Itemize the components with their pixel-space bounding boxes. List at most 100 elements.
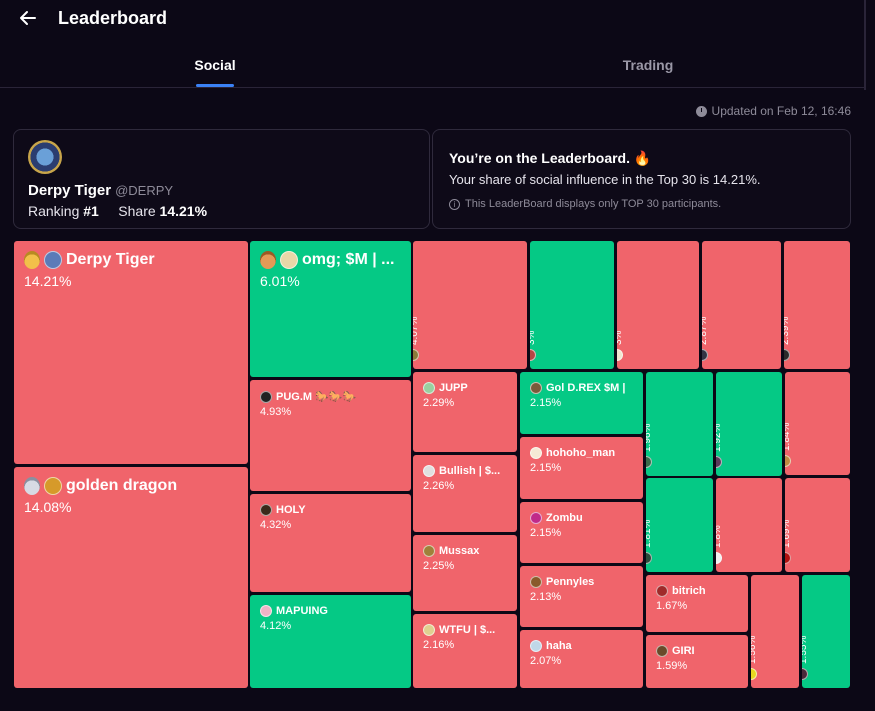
info-icon: i: [449, 198, 460, 210]
treemap-tile-haha[interactable]: haha 2.07%: [520, 630, 643, 688]
tile-share: 2.15%: [530, 462, 562, 474]
ranking-value: #1: [83, 203, 99, 219]
treemap-tile-linus[interactable]: linus1.8%: [716, 478, 782, 572]
tile-name-row: HOLY: [260, 504, 405, 516]
tab-trading[interactable]: Trading: [622, 57, 674, 73]
treemap-tile-timi[interactable]: Timi4.07%: [413, 241, 527, 369]
avatar: [44, 477, 62, 495]
tab-social[interactable]: Social: [194, 57, 236, 73]
tile-share: 2.87%: [702, 316, 709, 345]
treemap-tile-cobubu[interactable]: COBUBU3%: [617, 241, 699, 369]
tile-text: linus1.8%: [716, 525, 724, 548]
tile-label: 2rosa1.96%: [646, 378, 654, 468]
avatar: [716, 552, 722, 564]
avatar: [785, 552, 791, 564]
tile-label: JUPP 2.29%: [423, 382, 511, 409]
share-value: 14.21%: [159, 203, 208, 219]
tab-bar: Social Trading: [0, 40, 865, 88]
silver-medal-icon: [24, 477, 40, 495]
treemap-tile-proof-of-sleep[interactable]: Proof of Sleep1.56%: [751, 575, 799, 688]
treemap-tile-memecore[interactable]: MemeCore1.69%: [785, 478, 850, 572]
tile-label: PUG.M 🐎🐎🐎 4.93%: [260, 390, 405, 418]
treemap-tile-2rosa[interactable]: 2rosa1.96%: [646, 372, 713, 476]
treemap-tile-ilavioo[interactable]: Ilavioo2.39%: [784, 241, 850, 369]
avatar: [716, 456, 722, 468]
treemap-tile-zombu[interactable]: Zombu 2.15%: [520, 502, 643, 563]
tile-label: haha 2.07%: [530, 640, 637, 667]
treemap-tile-golden-dragon[interactable]: golden dragon 14.08%: [14, 467, 248, 688]
tile-share: 1.8%: [716, 525, 723, 548]
tile-text: kaiye2.87%: [702, 317, 710, 345]
tile-text: Proof of Sleep1.56%: [751, 596, 759, 664]
treemap-tile-holy[interactable]: HOLY 4.32%: [250, 494, 411, 592]
tile-text: POPI3%: [530, 321, 538, 345]
tile-name: Gol D.REX $M |: [546, 382, 626, 394]
scrollbar[interactable]: [864, 0, 866, 90]
avatar: [530, 349, 536, 361]
bronze-medal-icon: [260, 251, 276, 269]
avatar: [530, 512, 542, 524]
tile-name-row: haha: [530, 640, 637, 652]
tile-label: hohoho_man 2.15%: [530, 447, 637, 474]
tile-name-row: Pennyles: [530, 576, 637, 588]
tile-label: AthMelan1.55%: [802, 581, 810, 680]
treemap-tile-hohoho-man[interactable]: hohoho_man 2.15%: [520, 437, 643, 499]
tile-label: kaiye2.87%: [702, 247, 710, 361]
treemap-tile-derpy-tiger[interactable]: Derpy Tiger 14.21%: [14, 241, 248, 464]
tile-label: IDOL1.92%: [716, 378, 724, 468]
tile-name-row: Zombu: [530, 512, 637, 524]
tile-share: 1.84%: [785, 422, 792, 451]
gold-medal-icon: [24, 251, 40, 269]
treemap-tile-pennyles[interactable]: Pennyles 2.13%: [520, 566, 643, 627]
tile-name: Zombu: [546, 512, 583, 524]
treemap-tile-bullish[interactable]: Bullish | $... 2.26%: [413, 455, 517, 532]
avatar: [646, 552, 652, 564]
notice-title: You’re on the Leaderboard. 🔥: [449, 150, 652, 166]
tile-name: bitrich: [672, 585, 706, 597]
avatar: [784, 349, 790, 361]
tile-name: MAPUING: [276, 605, 328, 617]
treemap-tile-memex[interactable]: MeMeX_...1.81%: [646, 478, 713, 572]
tile-name: HOLY: [276, 504, 306, 516]
notice-note-text: This LeaderBoard displays only TOP 30 pa…: [465, 198, 722, 210]
avatar: [530, 382, 542, 394]
treemap-tile-idol[interactable]: IDOL1.92%: [716, 372, 782, 476]
treemap-tile-gol-d-rex-m[interactable]: Gol D.REX $M | 2.15%: [520, 372, 643, 434]
treemap-tile-giri[interactable]: GIRI 1.59%: [646, 635, 748, 688]
tile-label: Zombu 2.15%: [530, 512, 637, 539]
tile-name-row: Gol D.REX $M |: [530, 382, 637, 394]
leaderboard-notice-card: You’re on the Leaderboard. 🔥 Your share …: [432, 129, 851, 229]
tile-name-row: golden dragon: [24, 477, 242, 495]
treemap-tile-mussax[interactable]: Mussax 2.25%: [413, 535, 517, 611]
treemap-tile-kaiye[interactable]: kaiye2.87%: [702, 241, 781, 369]
avatar: [423, 382, 435, 394]
tile-share: 1.56%: [751, 635, 758, 664]
tile-share: 1.69%: [785, 519, 792, 548]
treemap-tile-mapuing[interactable]: MAPUING 4.12%: [250, 595, 411, 688]
tile-share: 2.29%: [423, 397, 455, 409]
treemap-tile-jupp[interactable]: JUPP 2.29%: [413, 372, 517, 452]
treemap-tile-bukin[interactable]: BUKIN1.84%: [785, 372, 850, 475]
avatar: [423, 465, 435, 477]
treemap-tile-omg-m[interactable]: omg; $M | ... 6.01%: [250, 241, 411, 377]
tile-share: 6.01%: [260, 273, 300, 289]
treemap-tile-wtfu[interactable]: WTFU | $... 2.16%: [413, 614, 517, 688]
tile-text: Ilavioo2.39%: [784, 313, 792, 345]
tile-label: Derpy Tiger 14.21%: [24, 251, 242, 289]
back-arrow-icon[interactable]: [18, 8, 38, 28]
tile-label: Ilavioo2.39%: [784, 247, 792, 361]
treemap-tile-bitrich[interactable]: bitrich 1.67%: [646, 575, 748, 632]
tile-text: MeMeX_...1.81%: [646, 500, 654, 548]
tile-label: MeMeX_...1.81%: [646, 484, 654, 564]
updated-text: Updated on Feb 12, 16:46: [711, 104, 851, 118]
tile-label: omg; $M | ... 6.01%: [260, 251, 405, 289]
ranking-label: Ranking: [28, 203, 80, 219]
treemap-tile-popi[interactable]: POPI3%: [530, 241, 614, 369]
avatar: [656, 585, 668, 597]
tile-label: Gol D.REX $M | 2.15%: [530, 382, 637, 409]
treemap-tile-athmelan[interactable]: AthMelan1.55%: [802, 575, 850, 688]
avatar: [413, 349, 419, 361]
tile-text: 2rosa1.96%: [646, 424, 654, 452]
tile-name: Pennyles: [546, 576, 595, 588]
treemap-tile-pug-m[interactable]: PUG.M 🐎🐎🐎 4.93%: [250, 380, 411, 491]
